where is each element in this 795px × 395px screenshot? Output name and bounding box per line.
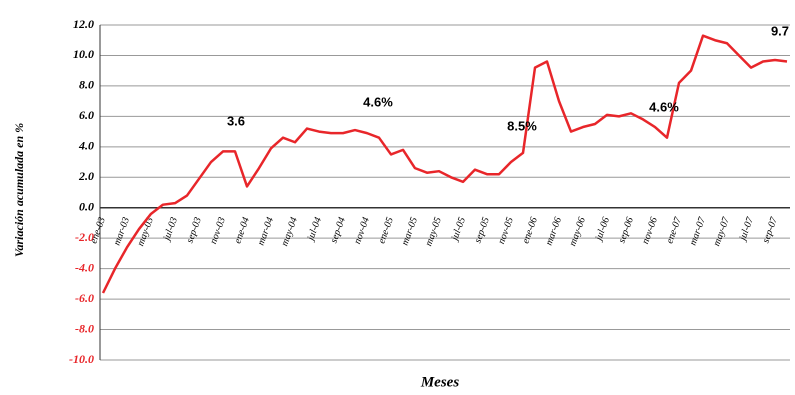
x-tick-label: ene-03 [88, 216, 108, 245]
x-tick-label: ene-05 [376, 216, 396, 245]
y-tick-label: 2.0 [78, 169, 94, 183]
x-tick-label: may-07 [711, 215, 732, 248]
x-tick-label: may-06 [567, 216, 588, 248]
annotation: 3.6 [227, 113, 245, 128]
y-tick-label: 12.0 [73, 17, 94, 31]
y-tick-label: 0.0 [79, 199, 94, 213]
x-tick-label: nov-03 [208, 216, 228, 246]
y-tick-label: 8.0 [79, 78, 94, 92]
x-tick-label: sep-06 [617, 216, 636, 245]
x-tick-label: jul-06 [593, 216, 612, 244]
y-tick-label: -6.0 [75, 291, 94, 305]
y-tick-label: 6.0 [79, 108, 94, 122]
x-tick-label: sep-03 [185, 216, 204, 245]
annotation: 4.6% [649, 99, 679, 114]
x-tick-label: sep-07 [761, 215, 781, 245]
x-tick-label: mar-05 [400, 216, 420, 247]
x-tick-label: may-04 [279, 216, 300, 248]
x-tick-label: mar-06 [544, 216, 564, 247]
y-tick-label: -10.0 [69, 352, 94, 366]
annotation: 4.6% [363, 94, 393, 109]
x-tick-label: jul-03 [161, 216, 180, 244]
y-axis-label: Variación acumulada en % [12, 123, 26, 257]
x-tick-label: nov-05 [496, 216, 516, 246]
x-tick-label: sep-04 [329, 216, 348, 245]
x-tick-label: sep-05 [473, 216, 492, 245]
y-tick-label: -2.0 [75, 230, 94, 244]
x-tick-label: ene-07 [664, 215, 684, 245]
x-axis-label: Meses [420, 374, 459, 390]
y-tick-label: -8.0 [75, 321, 94, 335]
x-tick-label: jul-04 [305, 216, 324, 244]
y-tick-label: 4.0 [78, 139, 94, 153]
x-tick-label: jul-07 [737, 215, 757, 244]
annotation: 8.5% [507, 118, 537, 133]
x-tick-label: mar-07 [688, 215, 709, 247]
x-tick-label: ene-04 [232, 216, 252, 245]
y-tick-label: 10.0 [73, 47, 94, 61]
x-tick-label: may-05 [423, 216, 444, 248]
y-tick-label: -4.0 [75, 260, 94, 274]
x-tick-label: nov-06 [640, 216, 660, 246]
x-tick-label: jul-05 [449, 216, 468, 244]
annotation: 9.7 [771, 23, 789, 38]
x-tick-label: ene-06 [520, 216, 540, 245]
x-tick-label: mar-04 [256, 216, 276, 247]
line [101, 34, 788, 294]
x-tick-label: nov-04 [352, 216, 372, 246]
